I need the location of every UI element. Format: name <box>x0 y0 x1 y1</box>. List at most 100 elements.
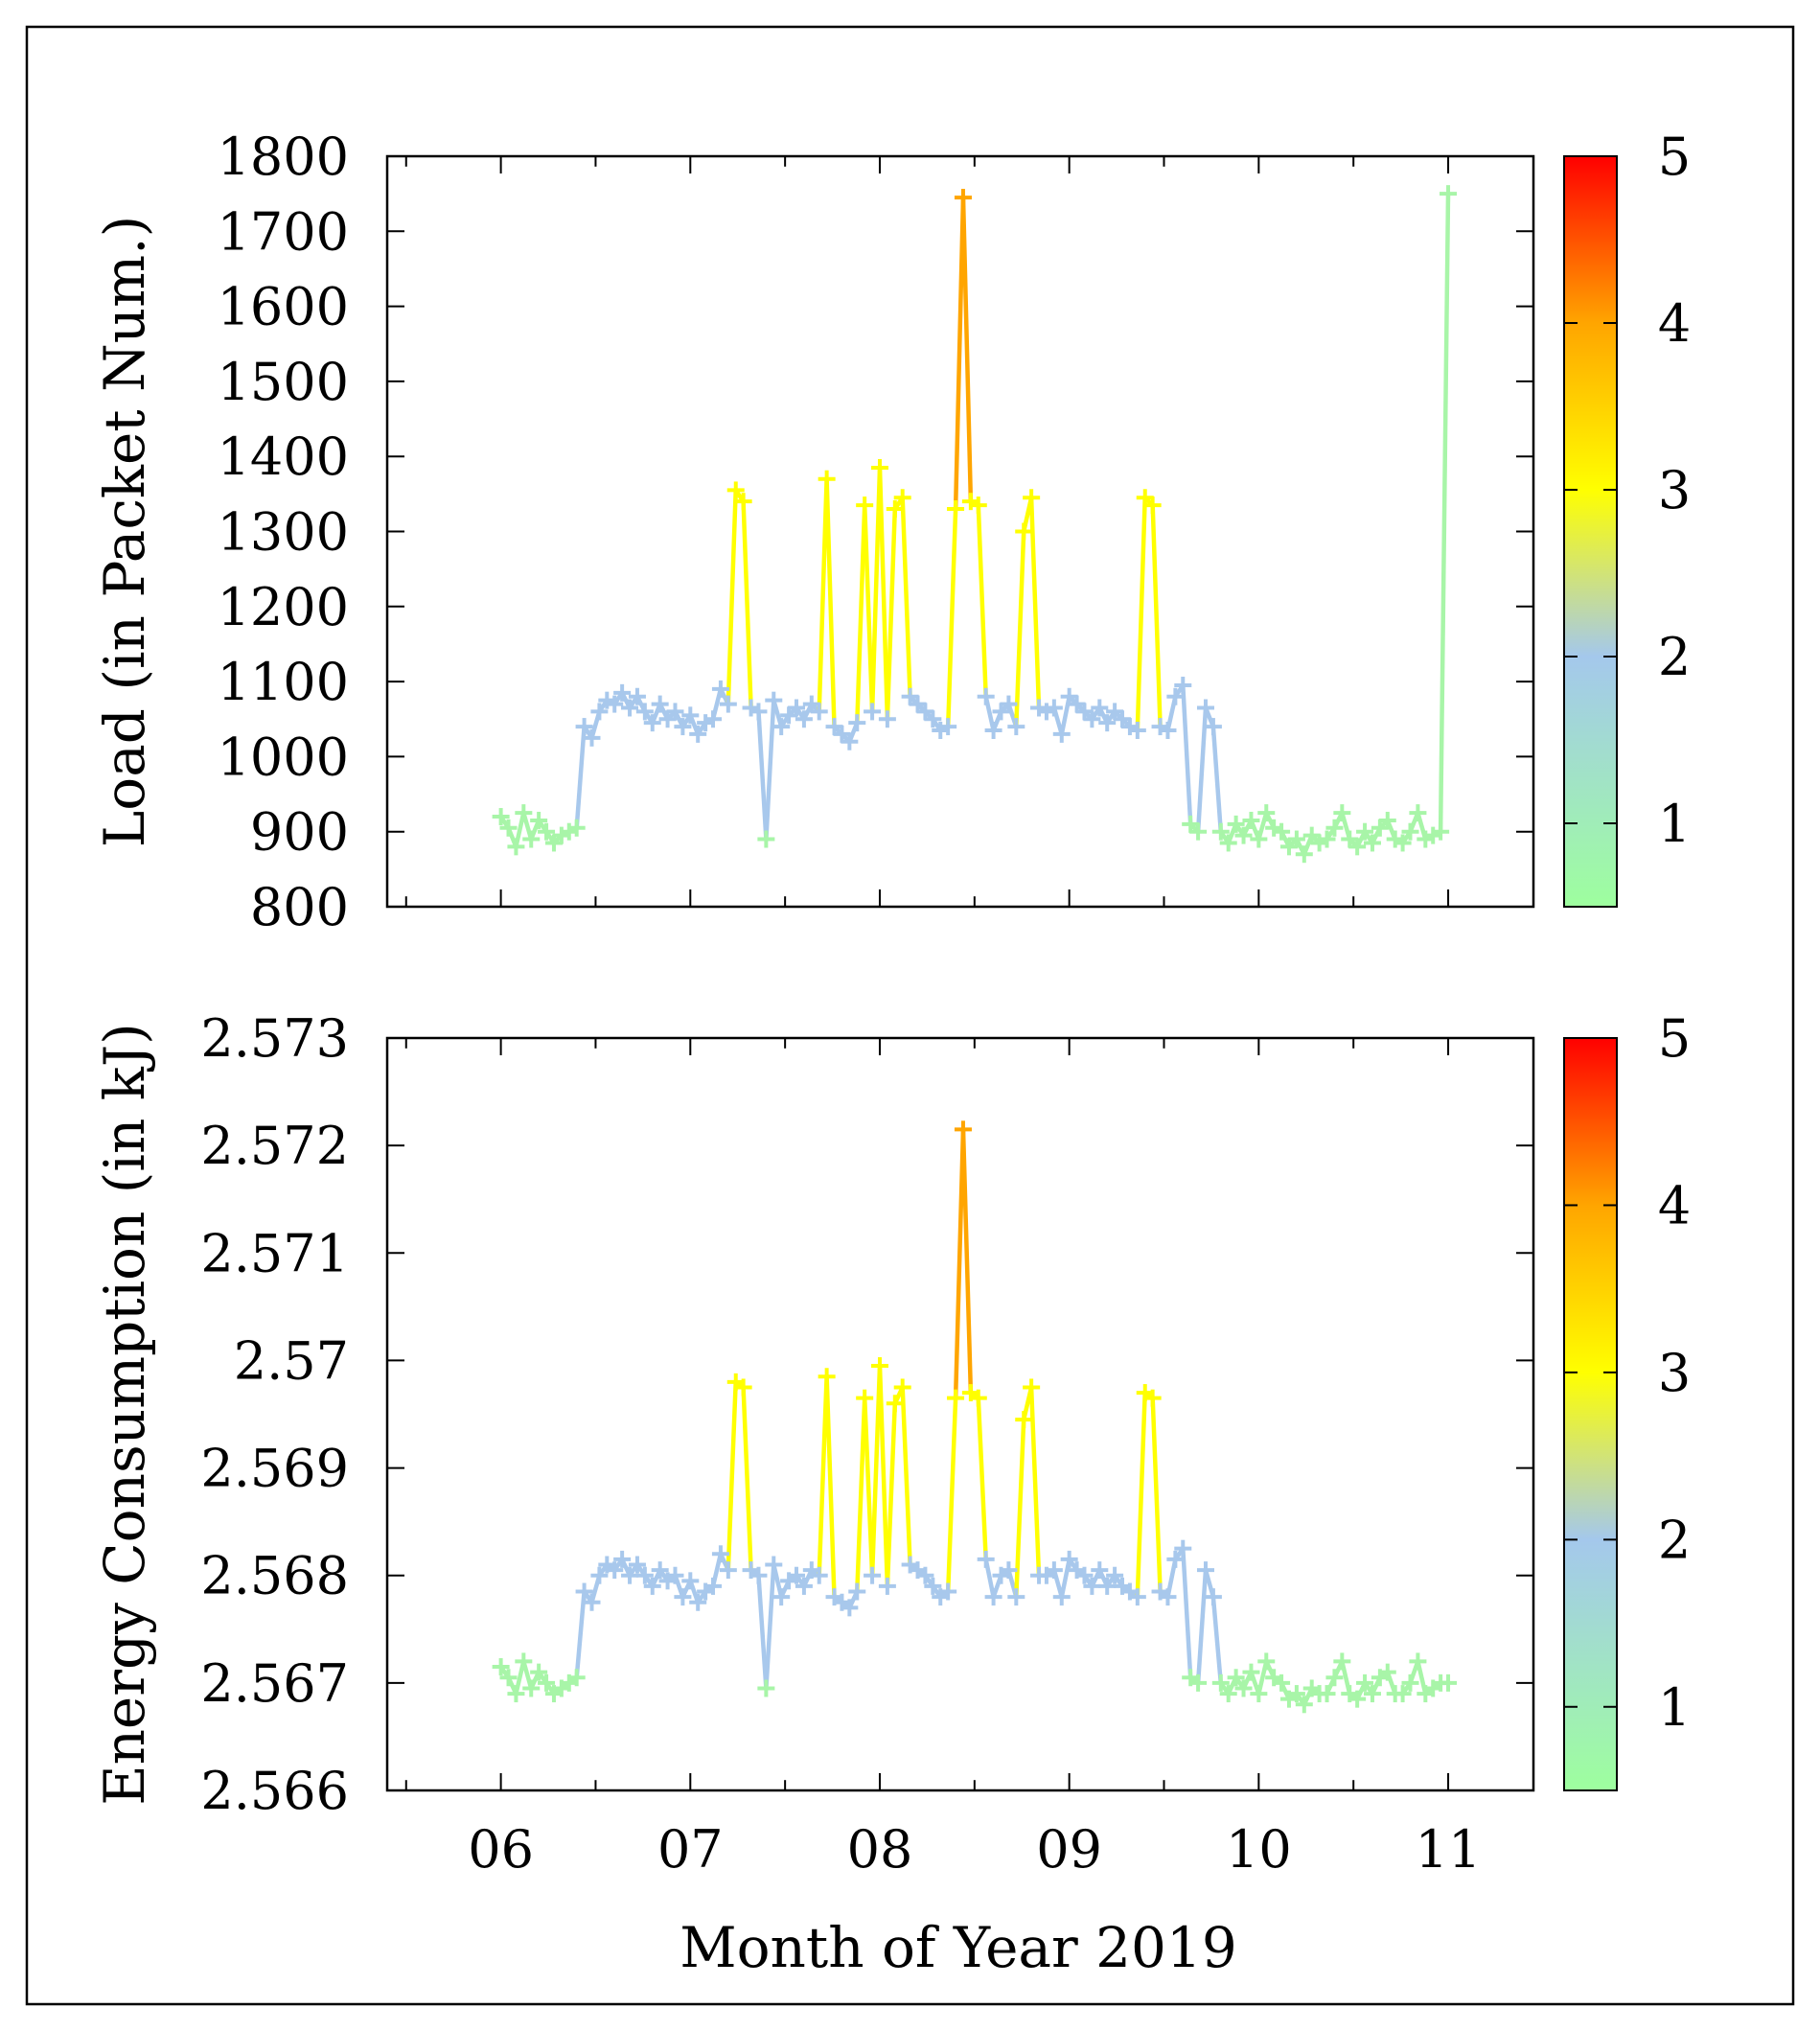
energy-point <box>1219 1685 1237 1703</box>
load-point <box>575 718 593 736</box>
load-point <box>643 714 661 732</box>
load-point <box>772 718 791 736</box>
load-point <box>984 721 1002 739</box>
energy-point <box>499 1669 518 1687</box>
load-point <box>530 811 548 829</box>
energy-colorbar-frame <box>1563 1037 1618 1791</box>
energy-point <box>583 1593 601 1611</box>
energy-segment <box>726 1379 738 1573</box>
energy-point <box>1091 1561 1109 1580</box>
energy-point <box>507 1685 525 1703</box>
load-point <box>795 710 813 728</box>
energy-point <box>749 1566 768 1584</box>
load-ytick-label: 1200 <box>218 577 349 637</box>
load-point <box>1098 714 1117 732</box>
load-segment <box>817 476 829 714</box>
load-point <box>924 710 942 728</box>
load-point <box>538 822 556 841</box>
energy-point <box>870 1357 888 1375</box>
energy-point <box>765 1556 783 1574</box>
load-point <box>515 804 533 822</box>
load-point <box>1325 819 1344 837</box>
x-tick-label: 11 <box>1416 1819 1482 1880</box>
energy-point <box>810 1566 828 1584</box>
energy-segment <box>1028 1385 1042 1578</box>
energy-point <box>590 1566 609 1584</box>
energy-plot-frame <box>385 1036 1535 1792</box>
load-point <box>939 718 957 736</box>
load-colorbar-tick-label: 4 <box>1658 293 1691 354</box>
energy-point <box>1174 1539 1192 1558</box>
energy-segment <box>877 1363 890 1589</box>
energy-point <box>1250 1685 1268 1703</box>
load-point <box>522 830 541 848</box>
energy-segment <box>862 1396 875 1578</box>
load-point <box>1242 811 1260 829</box>
energy-point <box>1159 1588 1177 1606</box>
energy-point <box>1401 1673 1419 1692</box>
energy-point <box>1356 1673 1374 1692</box>
energy-point <box>1098 1577 1117 1595</box>
load-point <box>1234 826 1253 844</box>
load-point <box>704 710 723 728</box>
energy-point <box>841 1599 859 1617</box>
energy-point <box>1166 1550 1185 1568</box>
energy-point <box>1083 1577 1101 1595</box>
load-point <box>1257 804 1276 822</box>
load-point <box>719 695 737 713</box>
load-point <box>1318 830 1336 848</box>
energy-point <box>848 1582 866 1601</box>
x-axis-title: Month of Year 2019 <box>680 1915 1237 1980</box>
energy-segment <box>574 1589 587 1680</box>
energy-point <box>1189 1673 1208 1692</box>
load-point <box>1091 699 1109 717</box>
energy-point <box>893 1378 911 1396</box>
load-point <box>1204 718 1222 736</box>
load-point <box>1250 830 1268 848</box>
load-point <box>1015 522 1033 541</box>
energy-ytick-label: 2.567 <box>200 1653 349 1714</box>
energy-point <box>1211 1673 1230 1692</box>
load-segment <box>953 195 966 512</box>
energy-point <box>818 1368 836 1386</box>
load-segment <box>1210 724 1224 834</box>
figure-border <box>25 25 1795 2006</box>
energy-segment <box>764 1562 776 1691</box>
load-point <box>674 718 692 736</box>
load-point <box>1295 845 1313 864</box>
energy-point <box>1318 1685 1336 1703</box>
load-line-segments <box>498 191 1451 857</box>
load-point <box>818 470 836 488</box>
energy-y-axis-title: Energy Consumption (in kJ) <box>92 1023 157 1806</box>
energy-point <box>530 1663 548 1681</box>
panel-load: 800 900 1000 1100 1200 1300 1400 1500 1600 1700 18… <box>92 127 1691 937</box>
load-point <box>1143 496 1162 515</box>
energy-point <box>719 1561 737 1580</box>
energy-segment <box>817 1373 829 1578</box>
load-y-axis-title: Load (in Packet Num.) <box>92 216 157 847</box>
energy-point <box>1045 1561 1063 1580</box>
energy-segment <box>885 1401 898 1589</box>
load-segment <box>741 498 753 710</box>
energy-segment <box>1195 1567 1209 1686</box>
load-point <box>1348 838 1367 856</box>
energy-point <box>916 1566 934 1584</box>
load-point <box>666 703 684 721</box>
load-point <box>613 683 632 702</box>
energy-point <box>621 1566 639 1584</box>
energy-point <box>689 1593 707 1611</box>
load-point <box>870 458 888 476</box>
energy-segment <box>824 1373 837 1600</box>
load-point <box>681 706 700 725</box>
energy-point <box>567 1669 586 1687</box>
load-point <box>635 703 654 721</box>
energy-point <box>757 1679 775 1697</box>
load-colorbar-tick-label: 1 <box>1658 794 1691 854</box>
energy-segment <box>756 1573 769 1691</box>
energy-point <box>1363 1685 1381 1703</box>
energy-markers <box>492 1120 1458 1714</box>
energy-point <box>1378 1663 1396 1681</box>
energy-point <box>1440 1673 1458 1692</box>
load-segment <box>726 488 738 706</box>
energy-point <box>704 1577 723 1595</box>
